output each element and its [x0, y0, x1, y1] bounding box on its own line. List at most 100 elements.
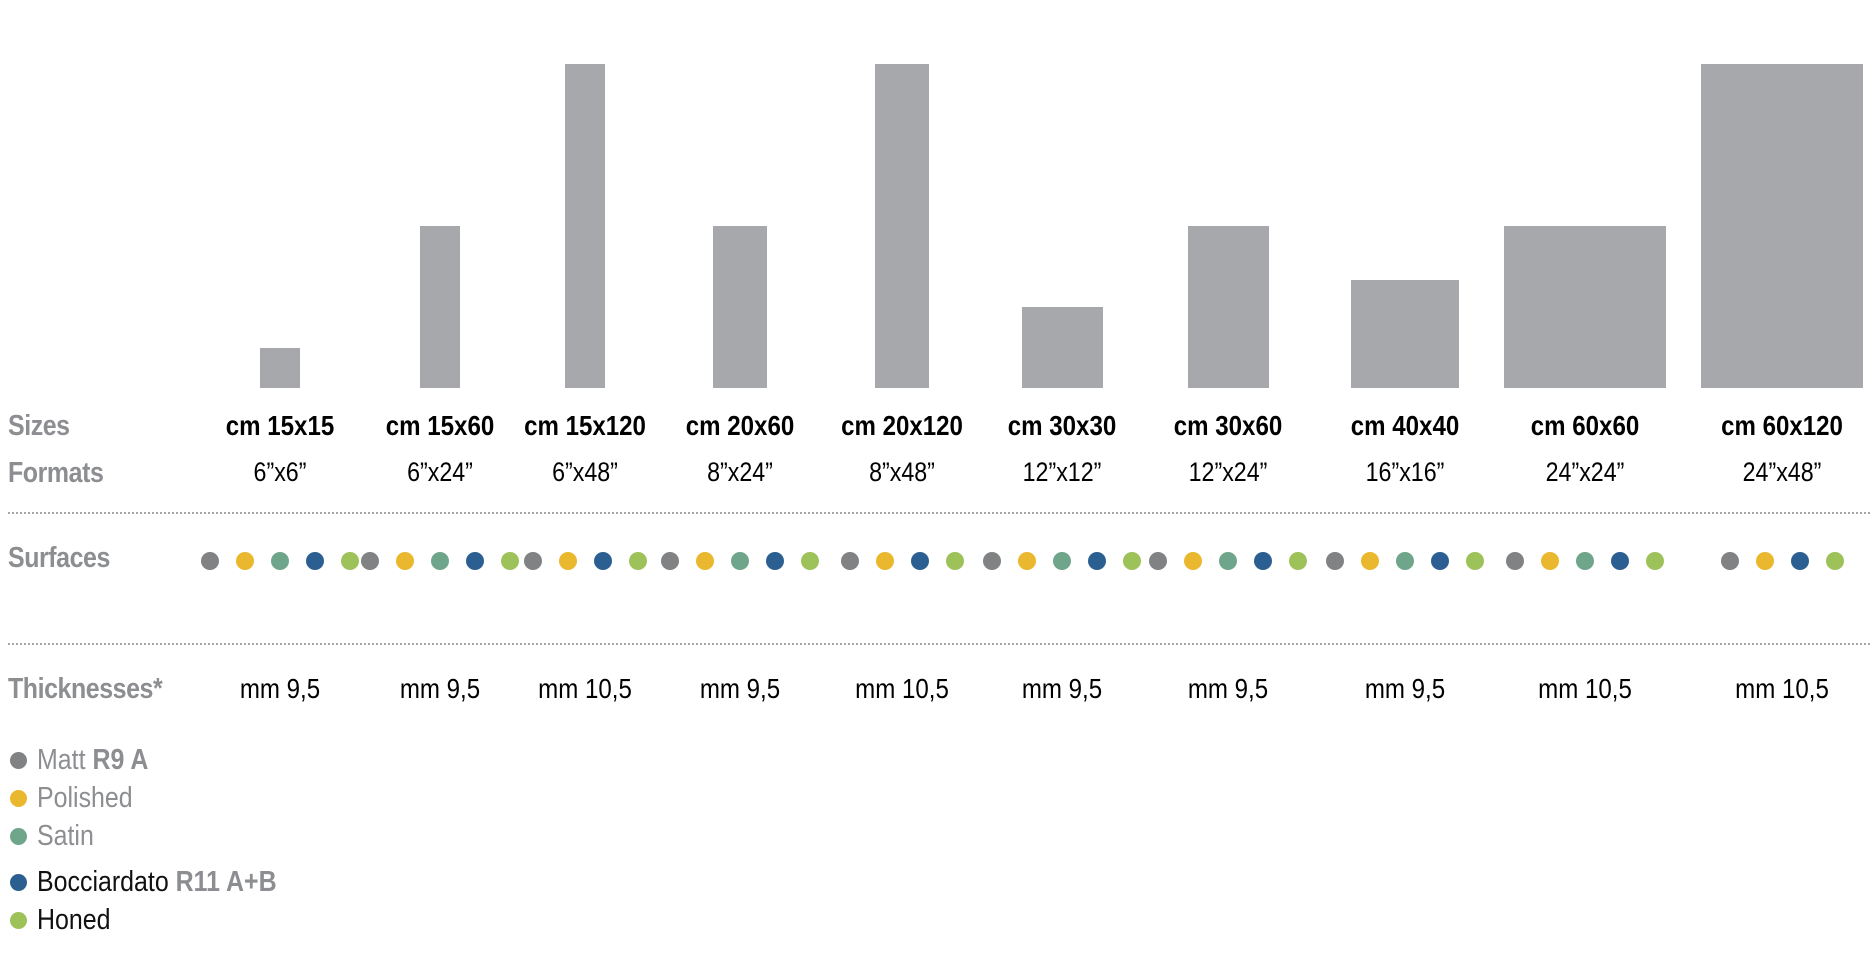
- surface-dot-bocciardato: [1254, 552, 1272, 570]
- format-label: 12”x24”: [1188, 457, 1268, 487]
- surface-dot-matt: [1149, 552, 1167, 570]
- surface-dot-satin: [1053, 552, 1071, 570]
- legend-name: Bocciardato: [37, 865, 169, 898]
- formats-row-label: Formats: [8, 457, 104, 489]
- legend-label: Bocciardato R11 A+B: [37, 866, 277, 899]
- tile-shape-bar: [419, 226, 461, 388]
- surface-dot-bocciardato: [593, 552, 612, 570]
- divider-bottom: [8, 643, 1870, 645]
- surface-dot-honed: [341, 552, 359, 570]
- surface-dot-satin: [1396, 552, 1414, 570]
- format-label: 6”x24”: [407, 457, 473, 487]
- size-label: cm 15x120: [524, 410, 646, 441]
- legend-label: Honed: [37, 904, 111, 937]
- tile-shape-bar: [1351, 280, 1459, 388]
- thickness-label: mm 9,5: [239, 673, 321, 704]
- surface-dot-honed: [1825, 552, 1844, 570]
- size-label: cm 30x60: [1173, 410, 1283, 441]
- legend-name: Honed: [37, 903, 111, 936]
- surface-dot-matt: [361, 552, 379, 570]
- surface-dot-bocciardato: [910, 552, 929, 570]
- surface-dot-polished: [1018, 552, 1036, 570]
- surface-dot-matt: [1506, 552, 1524, 570]
- format-label: 6”x6”: [253, 457, 307, 487]
- legend-dot-honed: [10, 911, 27, 929]
- legend-dot-satin: [10, 827, 27, 845]
- format-label: 16”x16”: [1365, 457, 1445, 487]
- tile-shape-bar: [1504, 226, 1666, 388]
- surface-dot-honed: [945, 552, 964, 570]
- size-label: cm 30x30: [1007, 410, 1117, 441]
- surface-dot-polished: [558, 552, 577, 570]
- surface-dot-matt: [840, 552, 859, 570]
- surface-dot-bocciardato: [1088, 552, 1106, 570]
- surface-dot-polished: [396, 552, 414, 570]
- format-label: 24”x48”: [1742, 457, 1822, 487]
- thickness-label: mm 10,5: [1538, 673, 1632, 704]
- surface-dot-polished: [236, 552, 254, 570]
- legend-grade: R11 A+B: [168, 865, 277, 898]
- thickness-label: mm 10,5: [1735, 673, 1829, 704]
- legend-name: Matt: [37, 743, 86, 776]
- thickness-label: mm 9,5: [1364, 673, 1446, 704]
- surface-dot-polished: [1184, 552, 1202, 570]
- surface-dot-bocciardato: [466, 552, 484, 570]
- legend-item-polished: Polished: [10, 782, 148, 814]
- surface-dot-bocciardato: [306, 552, 324, 570]
- surfaces-row-label: Surfaces: [8, 542, 110, 574]
- legend-name: Satin: [37, 819, 94, 852]
- surface-dot-matt: [523, 552, 542, 570]
- surface-dot-polished: [1361, 552, 1379, 570]
- legend-item-bocciardato: Bocciardato R11 A+B: [10, 866, 316, 898]
- format-label: 8”x24”: [707, 457, 773, 487]
- surface-dot-matt: [1720, 552, 1739, 570]
- legend-item-matt: Matt R9 A: [10, 744, 166, 776]
- tile-shape-bar: [1187, 226, 1269, 388]
- legend-dot-matt: [10, 751, 27, 769]
- tile-shape-bar: [564, 64, 606, 388]
- surface-dot-honed: [1466, 552, 1484, 570]
- surface-dot-honed: [801, 552, 819, 570]
- surface-dot-honed: [1123, 552, 1141, 570]
- surface-dot-satin: [731, 552, 749, 570]
- thicknesses-row-label: Thicknesses*: [8, 673, 163, 705]
- format-label: 12”x12”: [1022, 457, 1102, 487]
- legend-dot-polished: [10, 789, 27, 807]
- surface-dot-bocciardato: [1790, 552, 1809, 570]
- divider-top: [8, 512, 1870, 514]
- surface-dot-honed: [1289, 552, 1307, 570]
- legend-dot-bocciardato: [10, 873, 27, 891]
- surface-dot-polished: [1755, 552, 1774, 570]
- surface-dot-bocciardato: [1431, 552, 1449, 570]
- format-label: 8”x48”: [869, 457, 935, 487]
- legend-label: Satin: [37, 820, 94, 853]
- legend-grade: R9 A: [85, 743, 149, 776]
- tile-shape-bar: [713, 226, 767, 388]
- size-label: cm 15x15: [225, 410, 335, 441]
- surface-dot-polished: [696, 552, 714, 570]
- surface-dot-bocciardato: [1611, 552, 1629, 570]
- format-label: 24”x24”: [1545, 457, 1625, 487]
- tile-shape-bar: [1021, 307, 1103, 388]
- size-label: cm 60x60: [1530, 410, 1640, 441]
- legend-item-satin: Satin: [10, 820, 103, 852]
- size-label: cm 40x40: [1350, 410, 1460, 441]
- thickness-label: mm 10,5: [855, 673, 949, 704]
- size-label: cm 15x60: [385, 410, 495, 441]
- tile-shape-bar: [259, 347, 301, 388]
- surface-dot-honed: [1646, 552, 1664, 570]
- surface-dot-satin: [271, 552, 289, 570]
- format-label: 6”x48”: [552, 457, 618, 487]
- size-label: cm 20x120: [841, 410, 963, 441]
- thickness-label: mm 9,5: [1021, 673, 1103, 704]
- tile-shape-bar: [1701, 64, 1863, 388]
- thickness-label: mm 9,5: [699, 673, 781, 704]
- surface-dot-polished: [1541, 552, 1559, 570]
- surface-dot-bocciardato: [766, 552, 784, 570]
- tile-shape-bar: [875, 64, 929, 388]
- surface-dot-satin: [1219, 552, 1237, 570]
- surface-dot-matt: [983, 552, 1001, 570]
- legend-name: Polished: [37, 781, 133, 814]
- surface-dot-satin: [1576, 552, 1594, 570]
